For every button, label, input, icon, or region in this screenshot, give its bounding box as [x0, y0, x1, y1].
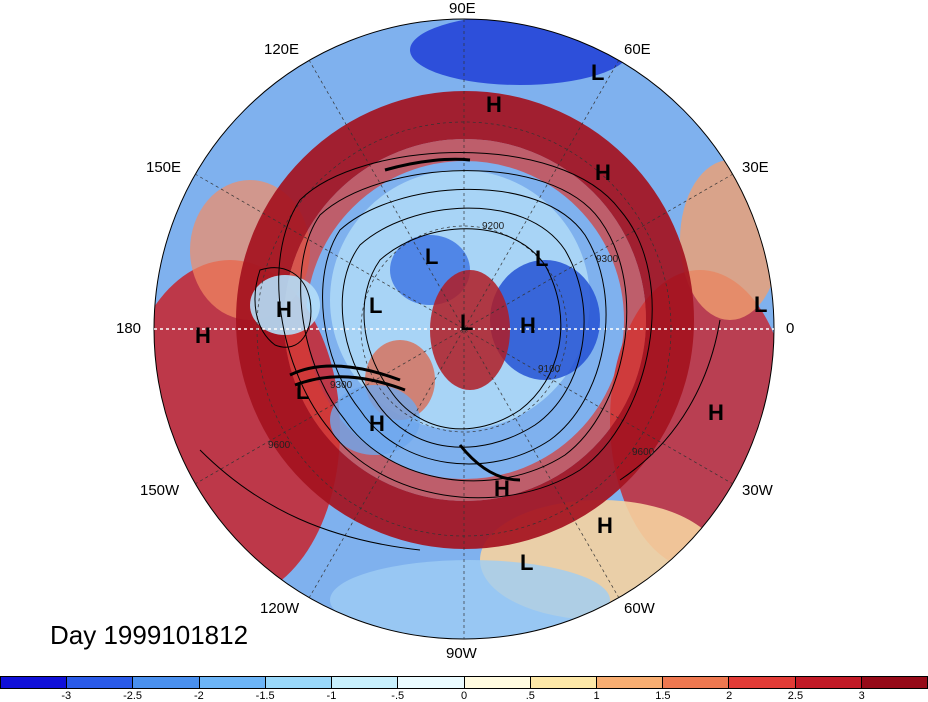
colorbar-tick-label: 2.5	[787, 690, 804, 702]
graticule	[154, 19, 774, 639]
pressure-center-label: H	[486, 92, 502, 117]
contour-labels: 9200 9100 9300 9600 9600 9300	[268, 221, 655, 458]
colorbar-swatch	[1, 677, 68, 688]
pressure-centers: L H H L L L H L L H H L H H H H L H	[195, 60, 767, 575]
colorbar-swatch	[464, 677, 531, 688]
pressure-center-label: H	[708, 400, 724, 425]
colorbar-swatch	[133, 677, 200, 688]
pressure-center-label: L	[296, 379, 309, 404]
colorbar-swatch	[332, 677, 399, 688]
pressure-center-label: L	[460, 310, 473, 335]
contour-label: 9300	[596, 254, 619, 265]
pressure-center-label: L	[591, 60, 604, 85]
pressure-center-label: L	[520, 550, 533, 575]
colorbar-swatch	[729, 677, 796, 688]
colorbar-swatch	[398, 677, 465, 688]
contour-label: 9100	[538, 364, 561, 375]
colorbar-tick-label: 1.5	[655, 690, 671, 702]
pressure-center-label: H	[276, 297, 292, 322]
colorbar-swatch	[663, 677, 730, 688]
pressure-center-label: L	[754, 292, 767, 317]
colorbar-tick-label: -1.5	[255, 690, 275, 702]
lon-label-90e: 90E	[449, 0, 476, 17]
contour-label: 9200	[482, 221, 505, 232]
lon-label-60e: 60E	[624, 41, 651, 58]
colorbar-tick-label: -2.5	[123, 690, 143, 702]
lon-label-150w: 150W	[140, 482, 180, 499]
contour-label: 9300	[330, 380, 353, 391]
pressure-center-label: H	[595, 160, 611, 185]
height-contours	[199, 152, 721, 551]
colorbar-tick-label: .5	[525, 690, 535, 702]
lon-label-0: 0	[786, 320, 795, 337]
lon-label-90w: 90W	[446, 645, 477, 662]
pressure-center-label: L	[425, 244, 438, 269]
colorbar-swatch	[861, 677, 928, 688]
lon-label-30e: 30E	[742, 159, 769, 176]
anomaly-field	[154, 19, 774, 639]
colorbar-tick-label: -.5	[391, 690, 405, 702]
colorbar-swatch	[795, 677, 862, 688]
lon-label-30w: 30W	[742, 482, 773, 499]
pressure-center-label: H	[520, 313, 536, 338]
colorbar-tick-label: -2	[193, 690, 204, 702]
colorbar-tick-label: 2	[726, 690, 733, 702]
colorbar-swatch	[530, 677, 597, 688]
pressure-center-label: L	[535, 246, 548, 271]
pressure-center-label: L	[369, 293, 382, 318]
pressure-center-label: H	[195, 323, 211, 348]
colorbar-tick-label: 3	[858, 690, 865, 702]
colorbar-tick-label: 1	[593, 690, 600, 702]
colorbar-tick-label: -1	[326, 690, 337, 702]
colorbar-swatch	[67, 677, 134, 688]
lon-label-60w: 60W	[624, 600, 655, 617]
colorbar-tick-label: -3	[61, 690, 72, 702]
day-title: Day 1999101812	[50, 620, 249, 650]
colorbar-tick-label: 0	[460, 690, 468, 702]
lon-label-120w: 120W	[260, 600, 300, 617]
lon-label-150e: 150E	[146, 159, 182, 176]
pressure-center-label: H	[494, 476, 510, 501]
colorbar-swatch	[199, 677, 266, 688]
colorbar	[0, 676, 928, 689]
lon-label-180: 180	[116, 320, 142, 337]
contour-label: 9600	[632, 447, 655, 458]
pressure-center-label: H	[597, 513, 613, 538]
contour-label: 9600	[268, 440, 291, 451]
lon-label-120e: 120E	[264, 41, 300, 58]
colorbar-swatch	[265, 677, 333, 688]
pressure-center-label: H	[369, 411, 385, 436]
colorbar-swatch	[596, 677, 664, 688]
